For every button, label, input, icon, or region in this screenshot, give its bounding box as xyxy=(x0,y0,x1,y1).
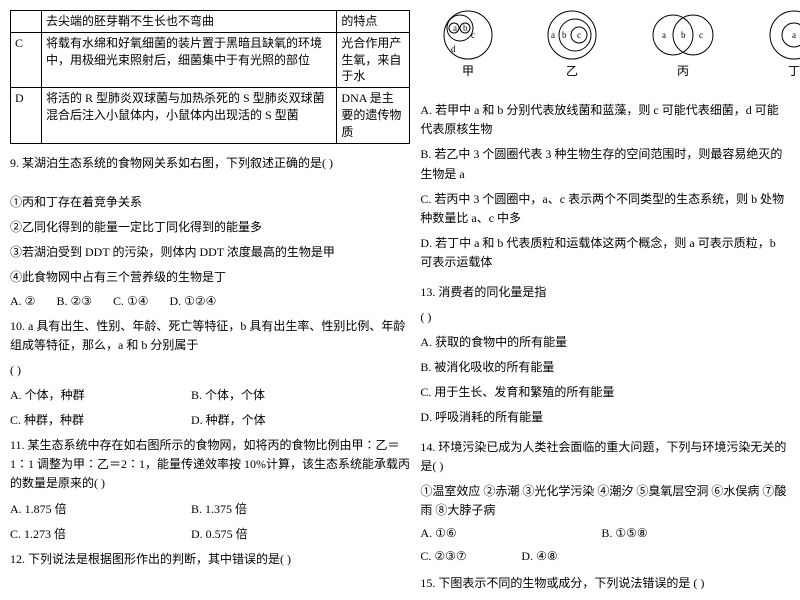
q10-stem: 10. a 具有出生、性别、年龄、死亡等特征，b 具有出生率、性别比例、年龄组成… xyxy=(10,317,410,355)
table-cell: DNA 是主要的遗传物质 xyxy=(337,88,410,143)
q14-stem: 14. 环境污染已成为人类社会面临的重大问题，下列与环境污染无关的是( ) xyxy=(420,438,790,476)
venn-diagrams: a b c d 甲 a b c 乙 a b c 丙 a xyxy=(440,8,800,79)
svg-text:b: b xyxy=(681,30,686,40)
q12-choice-b: B. 若乙中 3 个圆圈代表 3 种生物生存的空间范围时，则最容易绝灭的生物是 … xyxy=(420,145,790,183)
venn-ding: a b 丁 xyxy=(766,8,800,79)
table-row: C 将载有水绵和好氧细菌的装片置于黑暗且缺氧的环境中，用极细光束照射后，细菌集中… xyxy=(11,32,410,87)
left-column: 去尖端的胚芽鞘不生长也不弯曲 的特点 C 将载有水绵和好氧细菌的装片置于黑暗且缺… xyxy=(10,10,410,600)
choice: A. 1.875 倍 xyxy=(10,500,170,517)
table-row: 去尖端的胚芽鞘不生长也不弯曲 的特点 xyxy=(11,11,410,33)
right-column: A. 若甲中 a 和 b 分别代表放线菌和蓝藻，则 c 可能代表细菌，d 可能代… xyxy=(420,10,790,600)
choice: B. ②③ xyxy=(56,294,92,308)
q13-stem: 13. 消费者的同化量是指 xyxy=(420,283,790,302)
table-cell xyxy=(11,11,42,33)
q13-paren: ( ) xyxy=(420,308,790,327)
q12-choice-a: A. 若甲中 a 和 b 分别代表放线菌和蓝藻，则 c 可能代表细菌，d 可能代… xyxy=(420,101,790,139)
table-row: D 将活的 R 型肺炎双球菌与加热杀死的 S 型肺炎双球菌混合后注入小鼠体内，小… xyxy=(11,88,410,143)
q9-o3: ③若湖泊受到 DDT 的污染，则体内 DDT 浓度最高的生物是甲 xyxy=(10,243,410,262)
choice: A. ② xyxy=(10,294,35,308)
q9-o2: ②乙同化得到的能量一定比丁同化得到的能量多 xyxy=(10,218,410,237)
choice: D. ④⑧ xyxy=(521,549,557,563)
choice: B. ①⑤⑧ xyxy=(601,526,647,540)
choice: A. 获取的食物中的所有能量 xyxy=(420,333,790,352)
table-cell: 将载有水绵和好氧细菌的装片置于黑暗且缺氧的环境中，用极细光束照射后，细菌集中于有… xyxy=(42,32,337,87)
venn-bing: a b c 丙 xyxy=(648,8,718,79)
choice: D. 呼吸消耗的所有能量 xyxy=(420,408,790,427)
venn-label: 丙 xyxy=(677,64,689,78)
choice: B. 个体，个体 xyxy=(191,388,265,402)
venn-label: 乙 xyxy=(566,64,578,78)
svg-text:a: a xyxy=(551,30,555,40)
q15-stem: 15. 下图表示不同的生物或成分，下列说法错误的是 ( ) xyxy=(420,574,790,593)
choice: C. ①④ xyxy=(113,294,149,308)
choice: C. 种群，种群 xyxy=(10,411,170,428)
choice: D. 种群，个体 xyxy=(191,413,266,427)
q14-choices-row1: A. ①⑥ B. ①⑤⑧ xyxy=(420,526,790,541)
venn-jia: a b c d 甲 xyxy=(440,8,496,79)
choice: B. 1.375 倍 xyxy=(191,502,247,516)
venn-label: 丁 xyxy=(788,64,800,78)
choice: D. ①②④ xyxy=(170,294,217,308)
venn-yi: a b c 乙 xyxy=(544,8,600,79)
q10-paren: ( ) xyxy=(10,361,410,380)
table-cell: 光合作用产生氧，来自于水 xyxy=(337,32,410,87)
q12-choice-c: C. 若丙中 3 个圆圈中，a、c 表示两个不同类型的生态系统，则 b 处物种数… xyxy=(420,190,790,228)
table-cell: C xyxy=(11,32,42,87)
svg-text:c: c xyxy=(471,30,475,40)
q11-choices-row1: A. 1.875 倍 B. 1.375 倍 xyxy=(10,500,410,517)
q9-o1: ①丙和丁存在着竞争关系 xyxy=(10,193,410,212)
q10-choices-row1: A. 个体，种群 B. 个体，个体 xyxy=(10,386,410,403)
svg-text:c: c xyxy=(577,30,581,40)
q11-stem: 11. 某生态系统中存在如右图所示的食物网，如将丙的食物比例由甲∶乙＝1∶1 调… xyxy=(10,436,410,494)
svg-text:a: a xyxy=(662,30,666,40)
table-cell: 去尖端的胚芽鞘不生长也不弯曲 xyxy=(42,11,337,33)
q11-choices-row2: C. 1.273 倍 D. 0.575 倍 xyxy=(10,525,410,542)
svg-text:a: a xyxy=(453,23,457,33)
choice: D. 0.575 倍 xyxy=(191,527,248,541)
q9-o4: ④此食物网中占有三个营养级的生物是丁 xyxy=(10,268,410,287)
venn-label: 甲 xyxy=(462,64,474,78)
svg-text:d: d xyxy=(451,44,456,54)
choice: A. 个体，种群 xyxy=(10,386,170,403)
q9-choices: A. ② B. ②③ C. ①④ D. ①②④ xyxy=(10,294,410,309)
table-cell: 的特点 xyxy=(337,11,410,33)
svg-text:b: b xyxy=(562,30,567,40)
q14-choices-row2: C. ②③⑦ D. ④⑧ xyxy=(420,549,790,564)
q12-choice-d: D. 若丁中 a 和 b 代表质粒和运载体这两个概念，则 a 可表示质粒，b 可… xyxy=(420,234,790,272)
choice: A. ①⑥ xyxy=(420,526,580,541)
choice: B. 被消化吸收的所有能量 xyxy=(420,358,790,377)
svg-text:c: c xyxy=(699,30,703,40)
choice: C. 1.273 倍 xyxy=(10,525,170,542)
choice: C. ②③⑦ xyxy=(420,549,500,564)
q10-choices-row2: C. 种群，种群 D. 种群，个体 xyxy=(10,411,410,428)
table-cell: D xyxy=(11,88,42,143)
question-table: 去尖端的胚芽鞘不生长也不弯曲 的特点 C 将载有水绵和好氧细菌的装片置于黑暗且缺… xyxy=(10,10,410,144)
table-cell: 将活的 R 型肺炎双球菌与加热杀死的 S 型肺炎双球菌混合后注入小鼠体内，小鼠体… xyxy=(42,88,337,143)
svg-text:a: a xyxy=(792,30,796,40)
q14-options: ①温室效应 ②赤潮 ③光化学污染 ④潮汐 ⑤臭氧层空洞 ⑥水俣病 ⑦酸雨 ⑧大脖… xyxy=(420,482,790,520)
choice: C. 用于生长、发育和繁殖的所有能量 xyxy=(420,383,790,402)
svg-text:b: b xyxy=(463,23,468,33)
q9-stem: 9. 某湖泊生态系统的食物网关系如右图，下列叙述正确的是( ) xyxy=(10,154,410,173)
